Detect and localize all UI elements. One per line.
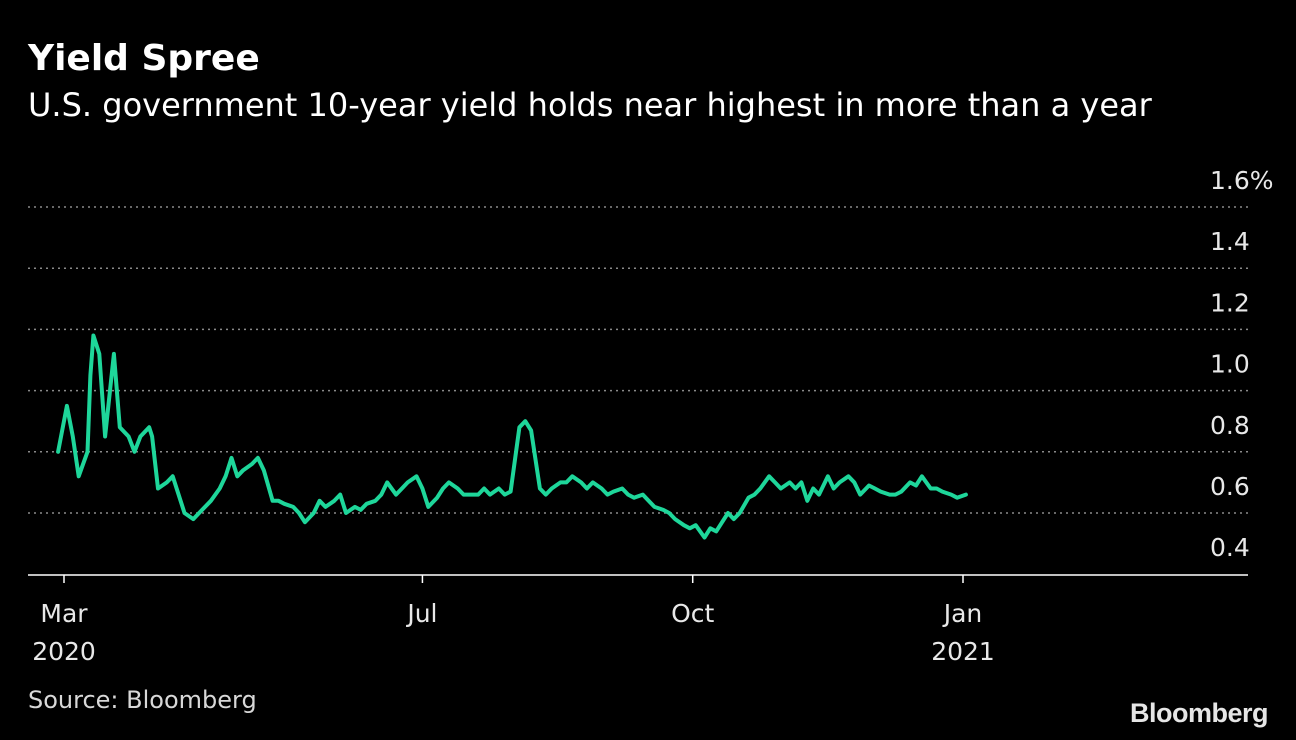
yield-series-line <box>56 333 968 540</box>
x-tick-year-label: 2021 <box>931 637 995 666</box>
gridlines <box>28 206 1248 514</box>
x-tick-year-label: 2020 <box>32 637 96 666</box>
x-axis: Mar 2020 Jul Oct Jan 2021 <box>28 574 1248 666</box>
chart-subtitle: U.S. government 10-year yield holds near… <box>28 86 1152 124</box>
bloomberg-logo: Bloomberg <box>1129 698 1269 728</box>
x-tick-label: Oct <box>671 599 714 628</box>
source-note: Source: Bloomberg <box>28 686 257 714</box>
x-tick-label: Mar <box>40 599 88 628</box>
y-tick-label: 0.8 <box>1210 411 1250 440</box>
y-tick-label: 0.6 <box>1210 472 1250 501</box>
y-tick-label: 1.2 <box>1210 288 1250 317</box>
series-layer <box>56 333 968 540</box>
chart-title: Yield Spree <box>28 38 260 79</box>
x-tick-label: Jan <box>942 599 983 628</box>
x-tick-label: Jul <box>405 599 437 628</box>
y-tick-label: 1.0 <box>1210 350 1250 379</box>
y-tick-label: 1.4 <box>1210 227 1250 256</box>
y-tick-label: 0.4 <box>1210 533 1250 562</box>
y-tick-label: 1.6% <box>1210 166 1274 195</box>
y-axis-tick-labels: 0.4 0.6 0.8 1.0 1.2 1.4 1.6% <box>1210 166 1274 562</box>
